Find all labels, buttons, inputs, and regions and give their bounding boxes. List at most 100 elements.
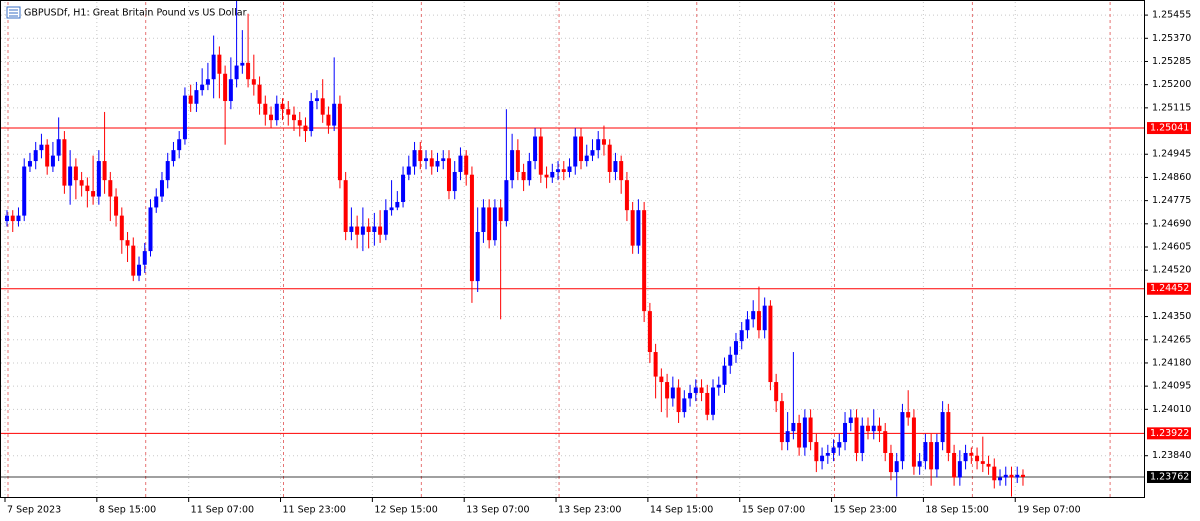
candle-body <box>590 150 595 156</box>
candle-body <box>406 166 411 175</box>
candle-body <box>234 65 239 80</box>
candle-body <box>27 161 32 167</box>
x-tick-label: 8 Sep 15:00 <box>99 505 156 516</box>
candle-body <box>487 207 492 241</box>
x-tick-label: 13 Sep 23:00 <box>558 505 621 516</box>
candle-body <box>579 136 583 162</box>
candle-body <box>883 431 888 453</box>
y-axis: 1.25455 1.25370 1.25285 1.25200 1.25115 1.249… <box>1144 10 1191 483</box>
candle-body <box>251 79 256 85</box>
title-icon <box>6 6 21 19</box>
candle-body <box>665 382 670 399</box>
candle-body <box>860 425 865 453</box>
candle-body <box>659 376 664 383</box>
candle-body <box>257 84 262 104</box>
candle-body <box>418 150 423 162</box>
x-tick-label: 15 Sep 23:00 <box>834 505 897 516</box>
candle-body <box>280 103 285 110</box>
candle-body <box>808 417 813 443</box>
candle-body <box>906 412 911 418</box>
candle-body <box>349 226 354 232</box>
candle-body <box>119 215 124 241</box>
candle-body <box>934 442 939 470</box>
candle-body <box>911 417 916 467</box>
candle-body <box>366 226 371 232</box>
y-tick-label: 1.24860 <box>1152 172 1191 183</box>
candle-body <box>114 196 119 216</box>
candle-body <box>171 150 176 162</box>
candle-body <box>791 422 796 432</box>
candle-body <box>332 103 337 126</box>
x-tick-label: 7 Sep 2023 <box>7 505 61 516</box>
candle-body <box>561 169 566 172</box>
candle-body <box>228 79 233 102</box>
candle-body <box>538 136 543 175</box>
candle-body <box>917 461 922 467</box>
candle-body <box>309 101 314 132</box>
y-tick-label: 1.24520 <box>1152 265 1191 276</box>
candle-body <box>619 161 624 181</box>
candle-body <box>16 215 21 222</box>
candle-body <box>848 417 853 423</box>
candle-body <box>888 452 893 473</box>
candle-body <box>246 62 251 80</box>
candle-body <box>458 155 463 172</box>
candle-body <box>200 84 205 91</box>
candle-body <box>469 174 474 282</box>
candle-body <box>1003 474 1008 478</box>
candle-body <box>1009 474 1014 478</box>
candle-body <box>515 150 520 172</box>
x-tick-label: 11 Sep 23:00 <box>283 505 346 516</box>
candle-body <box>337 103 342 181</box>
candle-body <box>733 341 738 355</box>
candle-body <box>85 185 90 192</box>
last-price-tag <box>1147 470 1191 483</box>
candle-body <box>980 461 985 464</box>
candle-body <box>165 161 170 181</box>
candle-body <box>389 207 394 211</box>
candle-body <box>395 201 400 208</box>
candle-body <box>596 139 601 151</box>
candle-body <box>343 180 348 232</box>
candle-body <box>957 461 962 478</box>
x-tick-label: 19 Sep 07:00 <box>1017 505 1080 516</box>
candle-body <box>464 155 469 175</box>
y-tick-label: 1.24180 <box>1152 357 1191 368</box>
candle-body <box>774 382 779 402</box>
candle-body <box>825 452 830 456</box>
y-tick-label: 1.24010 <box>1152 404 1191 415</box>
y-tick-label: 1.24350 <box>1152 311 1191 322</box>
candle-body <box>877 425 882 432</box>
candle-body <box>22 166 27 216</box>
candle-body <box>975 455 980 462</box>
candle-body <box>154 196 159 208</box>
candle-body <box>573 136 578 167</box>
candle-body <box>194 90 199 104</box>
candle-body <box>705 392 710 415</box>
candle-body <box>429 158 434 167</box>
candle-body <box>728 354 733 366</box>
candle-body <box>297 120 302 126</box>
level-tag-label: 1.25041 <box>1150 123 1189 134</box>
y-tick-label: 1.25200 <box>1152 79 1191 90</box>
level-tag <box>1147 282 1191 295</box>
candle-body <box>5 215 9 222</box>
x-tick-label: 15 Sep 07:00 <box>742 505 805 516</box>
candle-body <box>986 463 991 467</box>
candle-body <box>378 226 383 235</box>
candle-body <box>326 114 331 126</box>
candle-body <box>137 264 142 276</box>
y-tick-label: 1.25370 <box>1152 33 1191 44</box>
x-tick-label: 18 Sep 15:00 <box>925 505 988 516</box>
candle-body <box>647 311 652 353</box>
candle-body <box>446 158 451 192</box>
plot-border <box>0 0 1145 498</box>
candle-body <box>292 114 296 121</box>
candle-body <box>762 305 767 331</box>
candle-body <box>940 412 945 443</box>
candle-body <box>894 461 899 473</box>
candle-body <box>45 144 50 167</box>
candle-body <box>62 139 67 186</box>
